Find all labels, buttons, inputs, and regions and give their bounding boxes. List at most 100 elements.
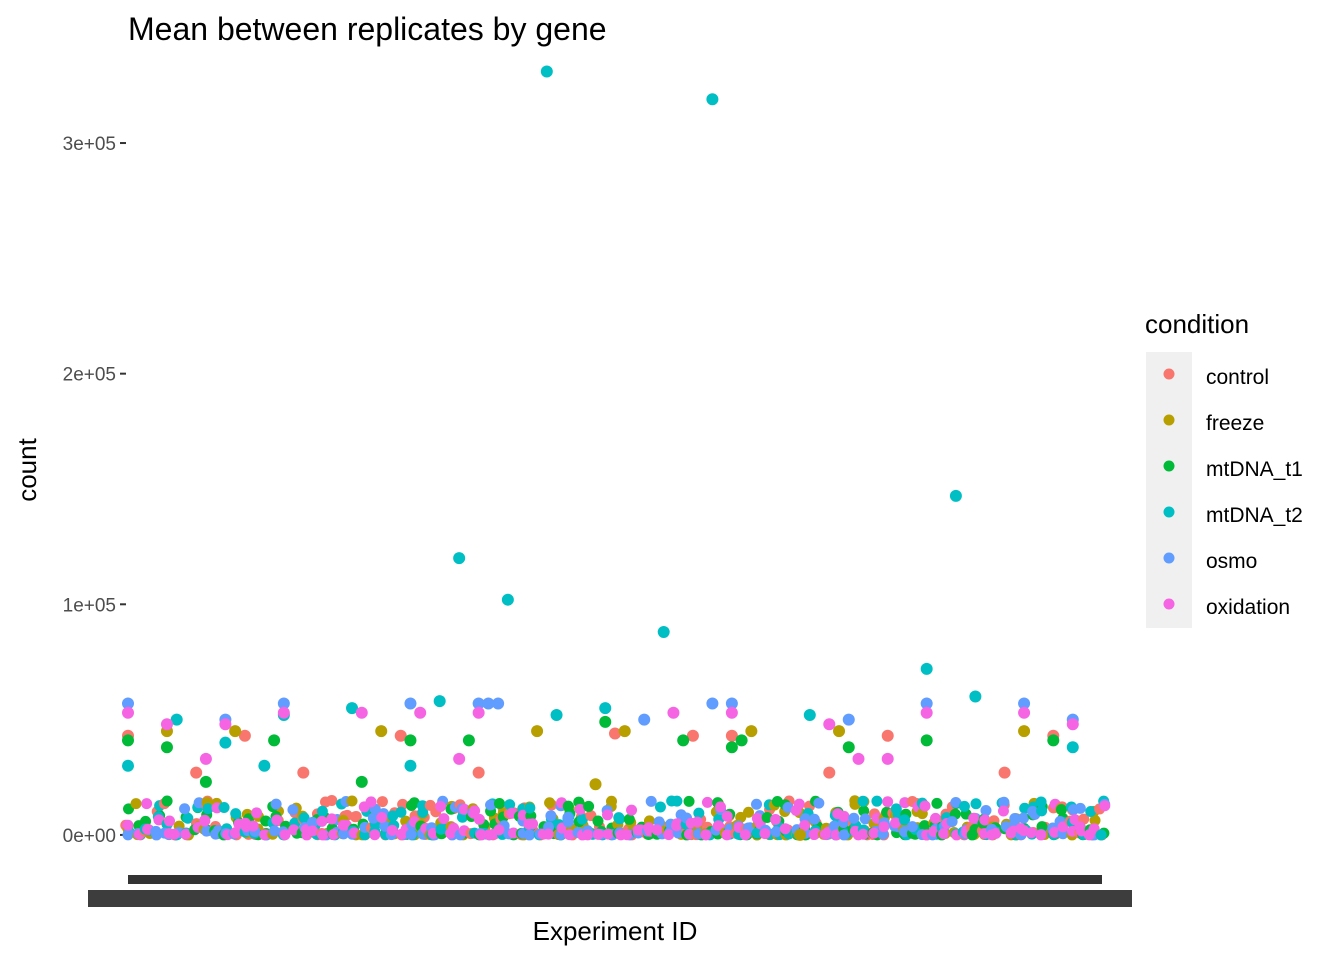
data-point-osmo <box>1018 697 1031 710</box>
data-point-mtDNA_t2 <box>258 759 271 772</box>
data-point-oxidation <box>986 829 998 841</box>
data-point-oxidation <box>739 829 751 841</box>
data-point-oxidation <box>316 815 328 827</box>
data-point-osmo <box>706 697 719 710</box>
chart-title: Mean between replicates by gene <box>128 11 607 47</box>
data-point-osmo <box>485 799 497 811</box>
data-point-mtDNA_t2 <box>453 552 466 565</box>
data-point-oxidation <box>251 807 263 819</box>
data-point-oxidation <box>199 814 211 826</box>
data-point-osmo <box>405 828 417 840</box>
data-point-oxidation <box>574 803 586 815</box>
data-point-oxidation <box>712 820 724 832</box>
data-point-oxidation <box>160 718 173 731</box>
data-point-mtDNA_t2 <box>599 702 612 715</box>
data-point-oxidation <box>122 706 134 719</box>
data-point-mtDNA_t2 <box>1036 805 1048 817</box>
data-point-mtDNA_t1 <box>1055 804 1067 816</box>
data-point-mtDNA_t2 <box>920 662 933 675</box>
data-point-mtDNA_t2 <box>613 812 625 824</box>
data-point-oxidation <box>721 810 733 822</box>
data-point-mtDNA_t1 <box>920 734 933 747</box>
data-point-mtDNA_t2 <box>404 759 417 772</box>
data-point-oxidation <box>337 819 349 831</box>
data-point-oxidation <box>396 828 408 840</box>
data-point-osmo <box>638 713 651 726</box>
data-point-oxidation <box>857 828 869 840</box>
data-point-mtDNA_t2 <box>219 736 232 749</box>
data-point-mtDNA_t2 <box>654 801 666 813</box>
data-point-osmo <box>770 826 782 838</box>
x-axis <box>88 875 1132 907</box>
data-point-mtDNA_t2 <box>387 810 399 822</box>
data-point-oxidation <box>247 820 259 832</box>
data-point-osmo <box>842 713 855 726</box>
data-point-osmo <box>751 798 763 810</box>
data-point-osmo <box>201 825 213 837</box>
data-point-oxidation <box>667 706 680 719</box>
data-point-oxidation <box>153 814 165 826</box>
data-point-osmo <box>545 810 557 822</box>
data-point-mtDNA_t2 <box>202 803 214 815</box>
data-point-freeze <box>794 828 807 841</box>
y-tick-label: 1e+05 <box>63 595 116 616</box>
x-tick-labels-overlapping <box>88 890 1132 907</box>
data-point-osmo <box>150 825 162 837</box>
data-point-oxidation <box>671 820 683 832</box>
data-point-oxidation <box>473 813 485 825</box>
data-point-mtDNA_t2 <box>657 625 670 638</box>
data-point-mtDNA_t2 <box>1035 796 1047 808</box>
data-point-oxidation <box>602 809 614 821</box>
data-point-osmo <box>562 816 574 828</box>
data-point-oxidation <box>453 752 466 765</box>
data-point-oxidation <box>919 800 931 812</box>
data-point-oxidation <box>563 829 575 841</box>
data-point-oxidation <box>592 828 604 840</box>
data-point-mtDNA_t1 <box>599 715 612 728</box>
data-point-oxidation <box>1066 718 1079 731</box>
data-point-mtDNA_t1 <box>725 741 738 754</box>
data-point-mtDNA_t2 <box>890 803 902 815</box>
data-point-oxidation <box>997 805 1009 817</box>
data-point-oxidation <box>1074 821 1086 833</box>
data-point-control <box>881 729 894 742</box>
data-point-control <box>376 796 388 808</box>
data-point-mtDNA_t1 <box>761 811 773 823</box>
legend: condition control freeze mtDNA_t1 mtDNA_t2o… <box>1145 309 1303 628</box>
data-point-mtDNA_t2 <box>1066 741 1079 754</box>
data-point-mtDNA_t1 <box>122 734 134 747</box>
data-point-oxidation <box>691 816 703 828</box>
data-point-oxidation <box>852 752 865 765</box>
data-point-oxidation <box>229 827 241 839</box>
data-point-mtDNA_t1 <box>931 797 943 809</box>
data-point-osmo <box>859 813 871 825</box>
data-point-oxidation <box>369 829 381 841</box>
data-point-oxidation <box>626 804 638 816</box>
data-point-oxidation <box>458 803 470 815</box>
data-point-oxidation <box>881 752 894 765</box>
data-point-control <box>686 729 699 742</box>
data-point-mtDNA_t1 <box>735 734 748 747</box>
data-point-oxidation <box>448 822 460 834</box>
data-point-freeze <box>375 725 388 738</box>
data-point-oxidation <box>808 829 820 841</box>
data-point-mtDNA_t2 <box>524 802 536 814</box>
legend-key-mtDNA_t1 <box>1163 460 1175 472</box>
data-point-mtDNA_t1 <box>919 820 931 832</box>
data-point-oxidation <box>823 718 836 731</box>
data-point-oxidation <box>277 706 290 719</box>
data-point-oxidation <box>725 706 738 719</box>
data-point-oxidation <box>930 812 942 824</box>
legend-title: condition <box>1145 309 1249 339</box>
data-point-control <box>238 729 251 742</box>
legend-key-mtDNA_t2 <box>1163 506 1175 518</box>
data-point-oxidation <box>317 829 329 841</box>
data-point-oxidation <box>523 818 535 830</box>
legend-key-osmo <box>1163 552 1175 564</box>
data-point-oxidation <box>288 824 300 836</box>
data-point-mtDNA_t1 <box>592 815 604 827</box>
data-point-mtDNA_t2 <box>671 795 683 807</box>
data-point-oxidation <box>355 706 368 719</box>
data-point-oxidation <box>920 706 933 719</box>
data-point-oxidation <box>259 829 271 841</box>
